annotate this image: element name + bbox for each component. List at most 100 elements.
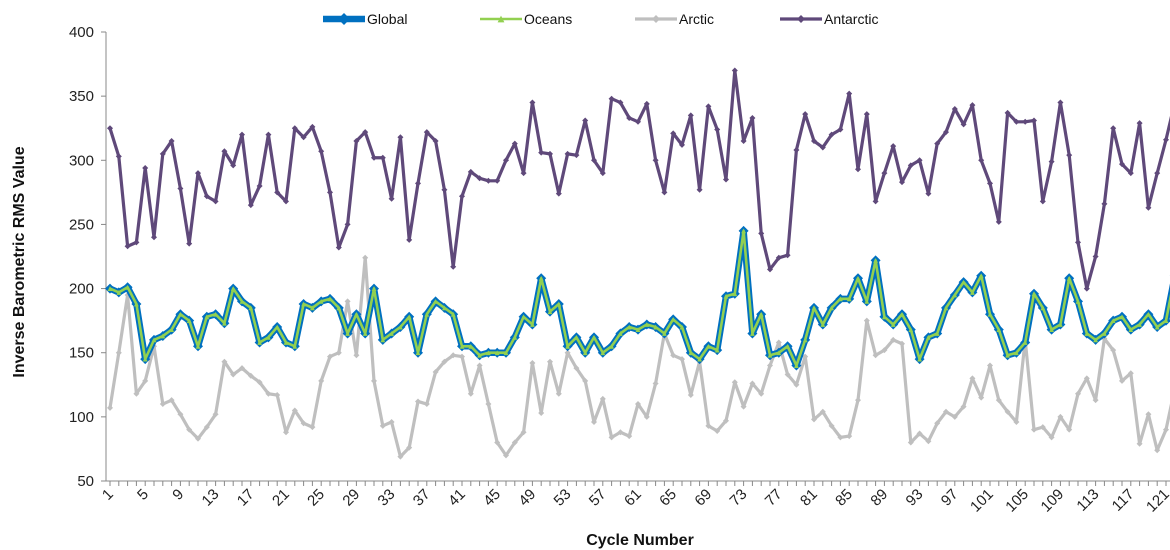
x-tick-label: 109: [1038, 486, 1068, 516]
data-point-antarctic: [635, 118, 641, 125]
data-point-arctic: [1092, 397, 1099, 404]
data-point-antarctic: [230, 162, 237, 169]
x-axis-title: Cycle Number: [586, 532, 694, 549]
data-point-oceans: [706, 343, 711, 349]
data-point-antarctic: [107, 125, 113, 132]
data-point-oceans: [882, 314, 887, 320]
data-point-antarctic: [379, 154, 386, 161]
x-tick-label: 97: [938, 486, 962, 510]
data-point-antarctic: [855, 166, 861, 173]
data-point-oceans: [380, 337, 386, 343]
data-point-antarctic: [1110, 125, 1117, 132]
data-point-oceans: [697, 356, 702, 362]
data-point-antarctic: [353, 138, 360, 145]
data-point-oceans: [1075, 299, 1081, 304]
data-point-oceans: [415, 350, 421, 356]
data-point-arctic: [221, 358, 228, 365]
data-point-oceans: [186, 318, 192, 324]
data-point-oceans: [1093, 337, 1098, 343]
plot-area: [105, 67, 1170, 460]
data-point-antarctic: [687, 112, 694, 119]
legend-marker-global: [338, 13, 350, 25]
y-tick-label: 100: [69, 409, 94, 426]
data-point-antarctic: [943, 129, 949, 136]
data-point-arctic: [124, 291, 131, 298]
data-point-arctic: [459, 353, 465, 360]
data-point-arctic: [441, 358, 448, 365]
data-point-arctic: [811, 416, 817, 423]
data-point-oceans: [653, 324, 658, 330]
data-point-arctic: [133, 390, 140, 397]
data-point-arctic: [837, 434, 844, 441]
data-point-antarctic: [1083, 285, 1090, 292]
data-point-oceans: [767, 352, 773, 358]
data-point-antarctic: [1092, 253, 1099, 260]
x-tick-label: 93: [903, 486, 927, 510]
data-point-oceans: [855, 275, 861, 281]
data-point-antarctic: [899, 179, 905, 186]
data-point-arctic: [819, 408, 826, 415]
data-point-antarctic: [406, 236, 413, 243]
data-point-oceans: [917, 356, 922, 362]
data-point-arctic: [423, 401, 430, 408]
data-point-antarctic: [995, 218, 1002, 225]
data-point-arctic: [1163, 426, 1169, 433]
x-tick-label: 5: [134, 486, 152, 504]
data-point-antarctic: [1039, 198, 1046, 205]
data-point-antarctic: [626, 114, 633, 121]
data-point-oceans: [732, 291, 738, 297]
data-point-arctic: [1127, 370, 1134, 377]
data-point-oceans: [829, 305, 834, 311]
y-tick-label: 150: [69, 345, 94, 362]
data-point-oceans: [204, 314, 210, 320]
data-point-oceans: [318, 299, 324, 304]
data-point-antarctic: [811, 138, 817, 145]
data-point-arctic: [643, 413, 650, 420]
series-global: [105, 225, 1170, 371]
data-point-arctic: [520, 429, 527, 436]
y-tick-label: 400: [69, 24, 94, 41]
data-point-arctic: [899, 340, 905, 347]
data-point-antarctic: [309, 123, 316, 130]
data-point-antarctic: [494, 177, 501, 184]
data-point-arctic: [872, 352, 879, 359]
data-point-antarctic: [291, 125, 298, 132]
data-point-antarctic: [476, 175, 483, 182]
data-point-oceans: [688, 350, 694, 356]
y-tick-label: 350: [69, 88, 94, 105]
data-point-oceans: [345, 331, 350, 336]
data-point-antarctic: [1075, 239, 1081, 246]
data-point-arctic: [775, 339, 782, 346]
data-point-antarctic: [714, 126, 721, 133]
data-point-oceans: [846, 296, 852, 302]
data-point-antarctic: [1022, 118, 1029, 125]
series-line-antarctic: [108, 68, 1170, 291]
legend-label-oceans: Oceans: [524, 11, 572, 27]
data-point-arctic: [529, 359, 536, 366]
data-point-oceans: [248, 305, 254, 311]
data-point-arctic: [934, 420, 941, 427]
data-point-antarctic: [415, 180, 421, 187]
data-point-oceans: [292, 343, 298, 349]
x-tick-label: 73: [727, 486, 751, 510]
data-point-antarctic: [1154, 170, 1161, 177]
data-point-oceans: [512, 334, 518, 340]
data-point-arctic: [503, 452, 509, 459]
data-point-antarctic: [863, 111, 870, 118]
data-point-antarctic: [784, 252, 791, 259]
data-point-oceans: [398, 324, 403, 330]
data-point-oceans: [1005, 352, 1010, 358]
data-point-oceans: [926, 334, 931, 340]
y-tick-label: 250: [69, 216, 94, 233]
data-point-oceans: [389, 331, 394, 336]
data-point-arctic: [1066, 426, 1073, 433]
series-line-arctic: [108, 256, 1170, 459]
data-point-arctic: [1119, 377, 1125, 384]
data-point-antarctic: [450, 263, 457, 270]
data-point-oceans: [327, 296, 333, 302]
data-point-arctic: [353, 352, 360, 359]
data-point-oceans: [934, 331, 940, 336]
data-point-antarctic: [159, 150, 166, 157]
x-tick-label: 101: [967, 486, 997, 516]
data-point-oceans: [1119, 314, 1125, 320]
